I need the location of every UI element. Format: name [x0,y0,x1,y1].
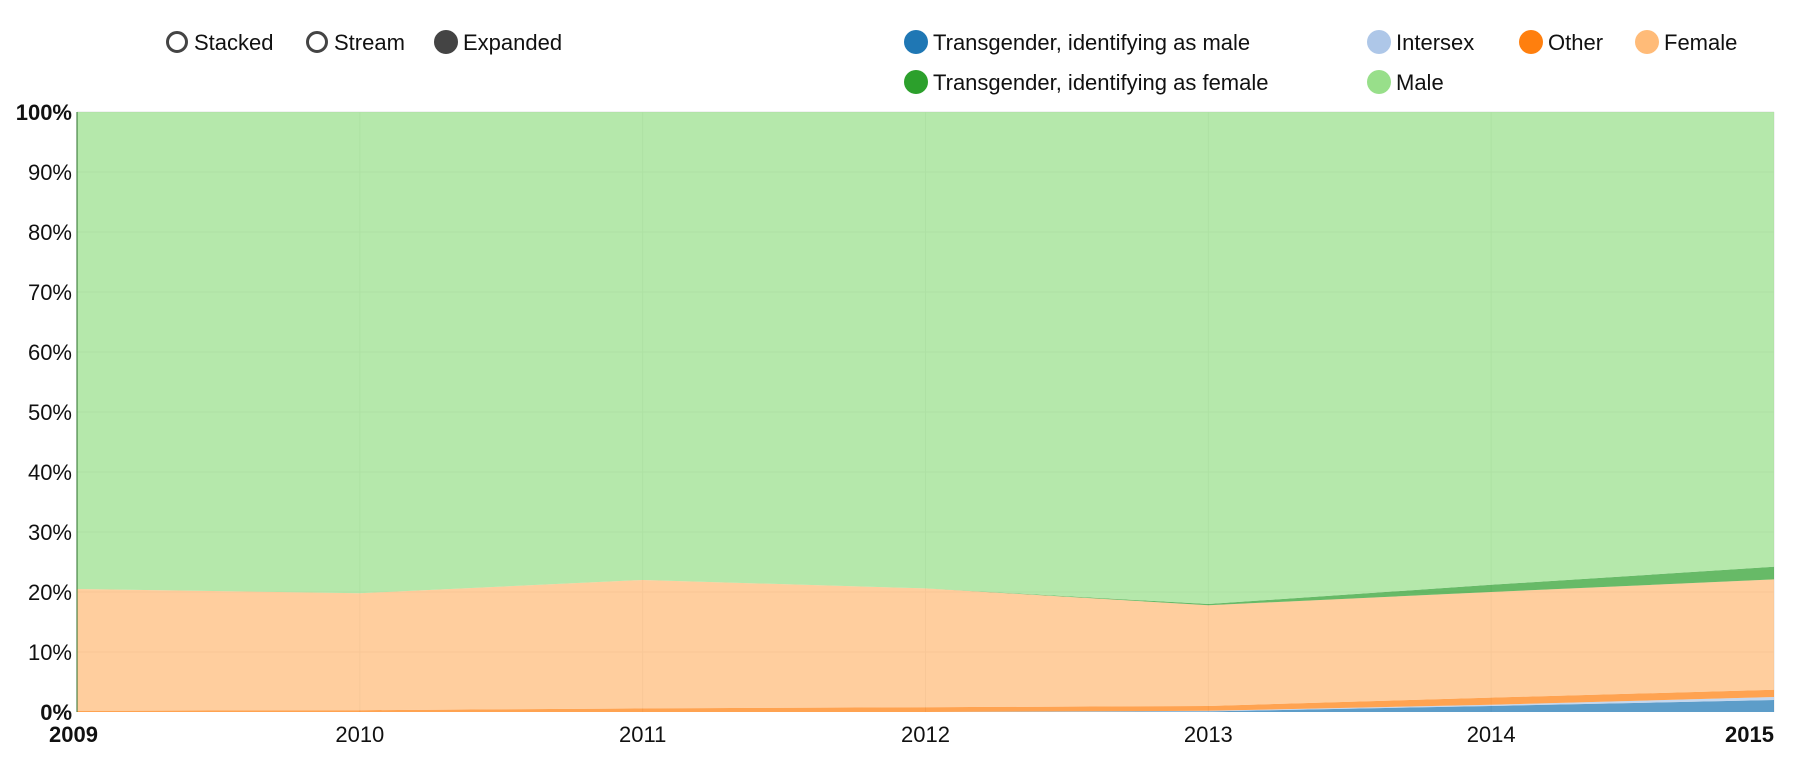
mode-option-label: Expanded [463,30,562,55]
legend-item-intersex[interactable]: Intersex [1367,30,1474,55]
area-series-transgender-identifying-as-female[interactable] [77,566,1774,606]
radio-unselected-icon [306,31,328,53]
legend-label: Transgender, identifying as male [933,30,1250,55]
y-tick-label: 20% [28,580,72,605]
area-series-female[interactable] [77,579,1774,711]
legend-label: Male [1396,70,1444,95]
axes: 0% 10% 20% 30% 40% 50% 60% 70% 80% 90% 100% 2009 201… [16,100,1774,747]
x-tick-label: 2009 [49,722,98,747]
legend-label: Intersex [1396,30,1474,55]
area-series-other[interactable] [77,689,1774,712]
x-tick-label: 2010 [335,722,384,747]
mode-option-stacked[interactable]: Stacked [166,30,274,55]
x-tick-label: 2015 [1725,722,1774,747]
legend-swatch-icon [1367,70,1391,94]
y-tick-label: 30% [28,520,72,545]
legend-label: Transgender, identifying as female [933,70,1269,95]
mode-option-label: Stream [334,30,405,55]
radio-selected-icon [434,30,458,54]
area-series [77,112,1774,712]
legend-item-transgender-identifying-as-male[interactable]: Transgender, identifying as male [904,30,1250,55]
legend-label: Female [1664,30,1737,55]
mode-option-label: Stacked [194,30,274,55]
mode-option-stream[interactable]: Stream [306,30,405,55]
x-tick-label: 2011 [619,722,666,747]
y-tick-label: 90% [28,160,72,185]
chart-legend: Transgender, identifying as male Intersex… [904,30,1737,95]
legend-item-transgender-identifying-as-female[interactable]: Transgender, identifying as female [904,70,1269,95]
x-tick-label: 2013 [1184,722,1233,747]
x-tick-label: 2012 [901,722,950,747]
y-tick-label: 40% [28,460,72,485]
legend-item-male[interactable]: Male [1367,70,1444,95]
y-tick-label: 10% [28,640,72,665]
y-tick-label: 0% [40,700,72,725]
legend-swatch-icon [904,70,928,94]
y-tick-label: 70% [28,280,72,305]
y-tick-label: 50% [28,400,72,425]
legend-item-female[interactable]: Female [1635,30,1737,55]
legend-swatch-icon [1367,30,1391,54]
mode-option-expanded[interactable]: Expanded [434,30,562,55]
legend-swatch-icon [1635,30,1659,54]
legend-swatch-icon [904,30,928,54]
legend-label: Other [1548,30,1603,55]
x-tick-label: 2014 [1467,722,1516,747]
area-series-transgender-identifying-as-male[interactable] [77,700,1774,712]
area-series-male[interactable] [77,112,1774,604]
radio-unselected-icon [166,31,188,53]
area-series-intersex[interactable] [77,697,1774,712]
y-tick-label: 60% [28,340,72,365]
legend-item-other[interactable]: Other [1519,30,1603,55]
y-tick-label: 100% [16,100,72,125]
plot-area: 0% 10% 20% 30% 40% 50% 60% 70% 80% 90% 100% 2009 201… [16,100,1775,747]
y-tick-label: 80% [28,220,72,245]
chart-mode-controls: Stacked Stream Expanded [166,30,562,55]
legend-swatch-icon [1519,30,1543,54]
